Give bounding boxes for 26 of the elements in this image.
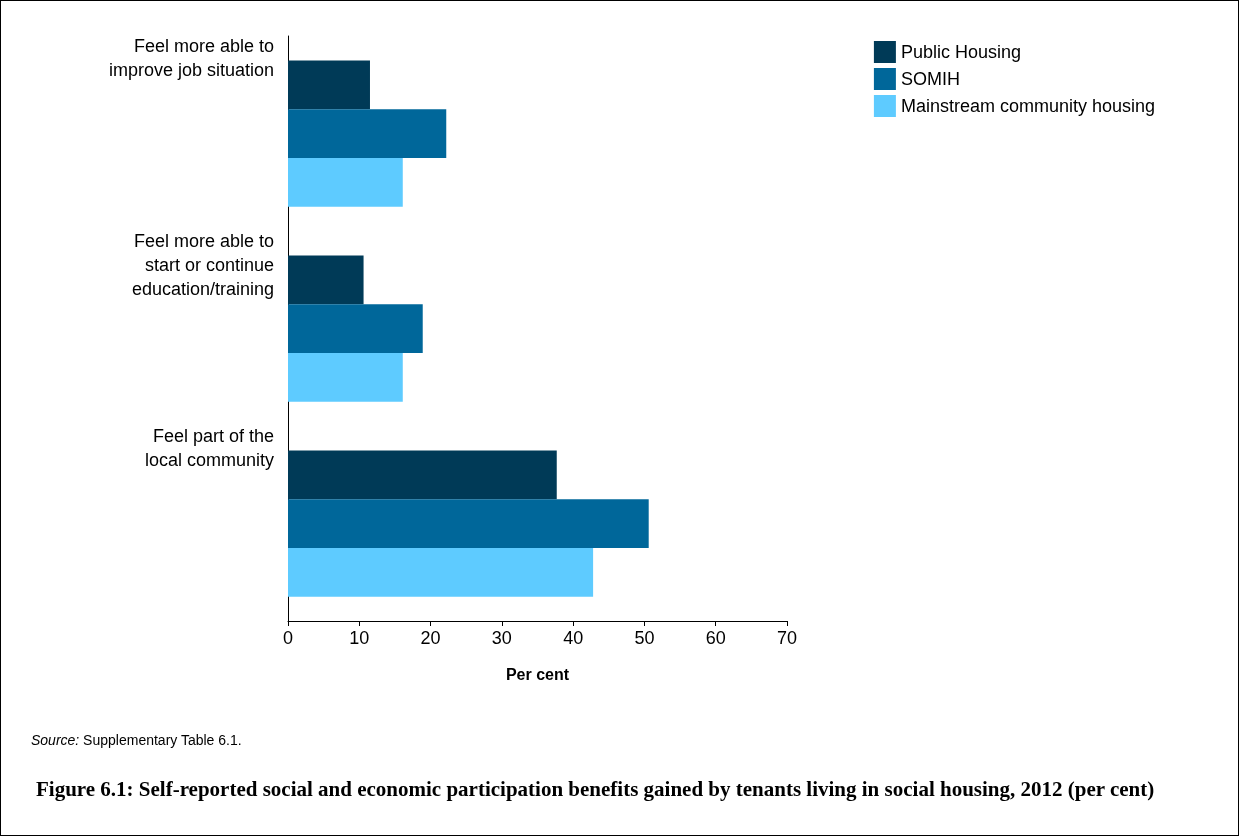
x-tick-label: 40 [563, 628, 584, 648]
bar [288, 352, 403, 402]
y-tick-label: Feel more able to improve job situation [108, 35, 274, 80]
bar [288, 60, 370, 110]
legend-label: Mainstream community housing [900, 96, 1156, 116]
source-note: Source: Supplementary Table 6.1. [31, 732, 242, 748]
legend-label: SOMIH [900, 69, 960, 89]
bar [288, 304, 423, 353]
y-tick-label: Feel part of the local community [144, 425, 274, 470]
x-tick-label: 50 [634, 628, 655, 648]
bar [288, 157, 403, 207]
y-tick-label: Feel more able to start or continue education/training [131, 230, 274, 299]
x-tick-label: 70 [776, 628, 798, 648]
x-tick-label: 60 [705, 628, 726, 648]
x-axis-title: Per cent [505, 665, 570, 683]
bar [288, 255, 364, 305]
x-tick-label: 10 [349, 628, 370, 648]
text: Figure 6.1: Self-reported social and economic participation benefits gained by tenants living in social housing, 2012 (per cent) [36, 776, 1155, 801]
bar [288, 547, 594, 597]
x-tick-label: 0 [282, 628, 294, 648]
x-tick-label: 30 [491, 628, 512, 648]
bar [288, 109, 447, 158]
x-tick-label: 20 [420, 628, 441, 648]
legend-label: Public Housing [900, 42, 1021, 62]
bar [288, 450, 557, 500]
bar [288, 499, 649, 548]
